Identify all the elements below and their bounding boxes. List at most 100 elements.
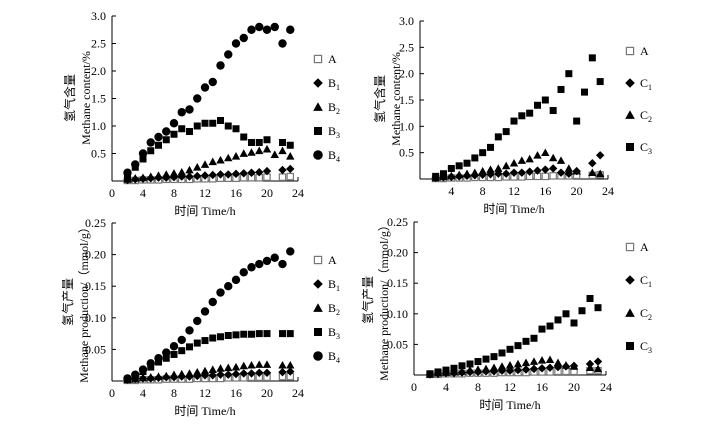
data-point: [588, 168, 597, 177]
data-point: [541, 165, 550, 174]
data-point: [186, 343, 193, 351]
data-point: [481, 364, 491, 373]
data-point: [154, 171, 163, 179]
data-point: [530, 334, 538, 342]
y-axis-label: 氢气产量 Methane production/（mmol/g）: [360, 219, 391, 381]
data-point: [447, 171, 456, 180]
data-point: [595, 169, 605, 178]
data-point: [208, 157, 217, 166]
data-point: [131, 174, 140, 182]
data-point: [498, 349, 506, 357]
x-tick-label: 8: [171, 186, 177, 200]
data-point: [224, 122, 232, 130]
data-point: [231, 362, 241, 371]
legend-marker: [626, 143, 634, 151]
legend-marker: [625, 46, 635, 56]
data-point: [529, 364, 539, 374]
legend-label: B1: [328, 277, 340, 293]
data-point: [502, 128, 510, 136]
y-axis-label: 氢气含量 Methane content/%: [62, 51, 93, 145]
data-point: [255, 22, 264, 32]
data-point: [200, 160, 210, 168]
data-point: [471, 154, 479, 162]
y-tick-label: 2.5: [91, 37, 106, 51]
data-point: [193, 122, 201, 130]
series-4: [124, 117, 294, 179]
data-point: [541, 148, 550, 157]
data-point: [231, 275, 241, 285]
y-tick-label: 0.25: [85, 216, 106, 230]
series-5: [123, 247, 295, 383]
y-tick-label: 1.0: [91, 119, 106, 133]
data-point: [556, 168, 566, 177]
data-point: [201, 119, 209, 127]
legend-label: B2: [328, 301, 340, 317]
y-tick-label: 2.0: [399, 67, 414, 81]
data-point: [270, 150, 279, 158]
data-point: [569, 362, 579, 370]
data-point: [545, 355, 555, 364]
series-3: [123, 360, 295, 384]
x-tick-label: 8: [475, 380, 481, 394]
x-tick-label: 24: [602, 184, 614, 198]
data-point: [224, 170, 233, 179]
data-point: [279, 330, 286, 338]
data-point: [131, 370, 140, 379]
data-point: [185, 165, 194, 174]
data-point: [513, 359, 523, 368]
legend-label: B4: [328, 349, 340, 365]
data-point: [216, 370, 225, 379]
data-point: [278, 146, 287, 155]
data-point: [208, 77, 217, 87]
x-tick-label: 8: [480, 184, 486, 198]
data-point: [247, 361, 256, 369]
data-point: [588, 54, 596, 62]
x-tick-label: 16: [230, 186, 242, 200]
data-point: [286, 141, 294, 149]
legend-label: C3: [640, 140, 652, 156]
data-point: [208, 170, 217, 180]
data-point: [247, 263, 256, 272]
legend-marker: [313, 102, 323, 111]
data-point: [239, 149, 248, 157]
x-tick-label: 4: [140, 386, 146, 400]
y-tick-label: 0.10: [85, 311, 106, 325]
data-point: [177, 172, 186, 181]
data-point: [262, 144, 272, 153]
data-point: [239, 369, 248, 378]
data-point: [578, 307, 586, 315]
data-point: [239, 268, 248, 277]
data-point: [200, 83, 210, 92]
data-point: [432, 172, 440, 180]
legend-label: B3: [328, 124, 340, 140]
data-point: [546, 322, 554, 330]
data-point: [586, 295, 594, 302]
y-tick-label: 1.0: [399, 119, 414, 133]
x-axis-label: 时间 Time/h: [479, 398, 540, 412]
data-point: [162, 371, 171, 380]
legend-marker: [313, 303, 323, 312]
data-point: [169, 370, 179, 379]
data-point: [286, 330, 294, 338]
data-point: [239, 33, 248, 43]
data-point: [286, 247, 295, 256]
data-point: [434, 368, 442, 376]
data-point: [525, 167, 534, 176]
data-point: [556, 156, 566, 164]
series-4: [432, 54, 604, 180]
data-point: [594, 304, 602, 312]
data-point: [457, 367, 467, 375]
x-tick-label: 4: [443, 380, 449, 394]
data-point: [533, 166, 542, 175]
data-point: [494, 133, 502, 141]
data-point: [224, 370, 233, 379]
data-point: [454, 170, 464, 179]
data-point: [534, 101, 541, 109]
x-tick-label: 24: [292, 386, 304, 400]
data-point: [247, 369, 256, 378]
data-point: [185, 326, 194, 335]
data-point: [440, 170, 447, 178]
data-point: [232, 125, 240, 133]
data-point: [231, 39, 241, 48]
data-point: [286, 25, 295, 34]
